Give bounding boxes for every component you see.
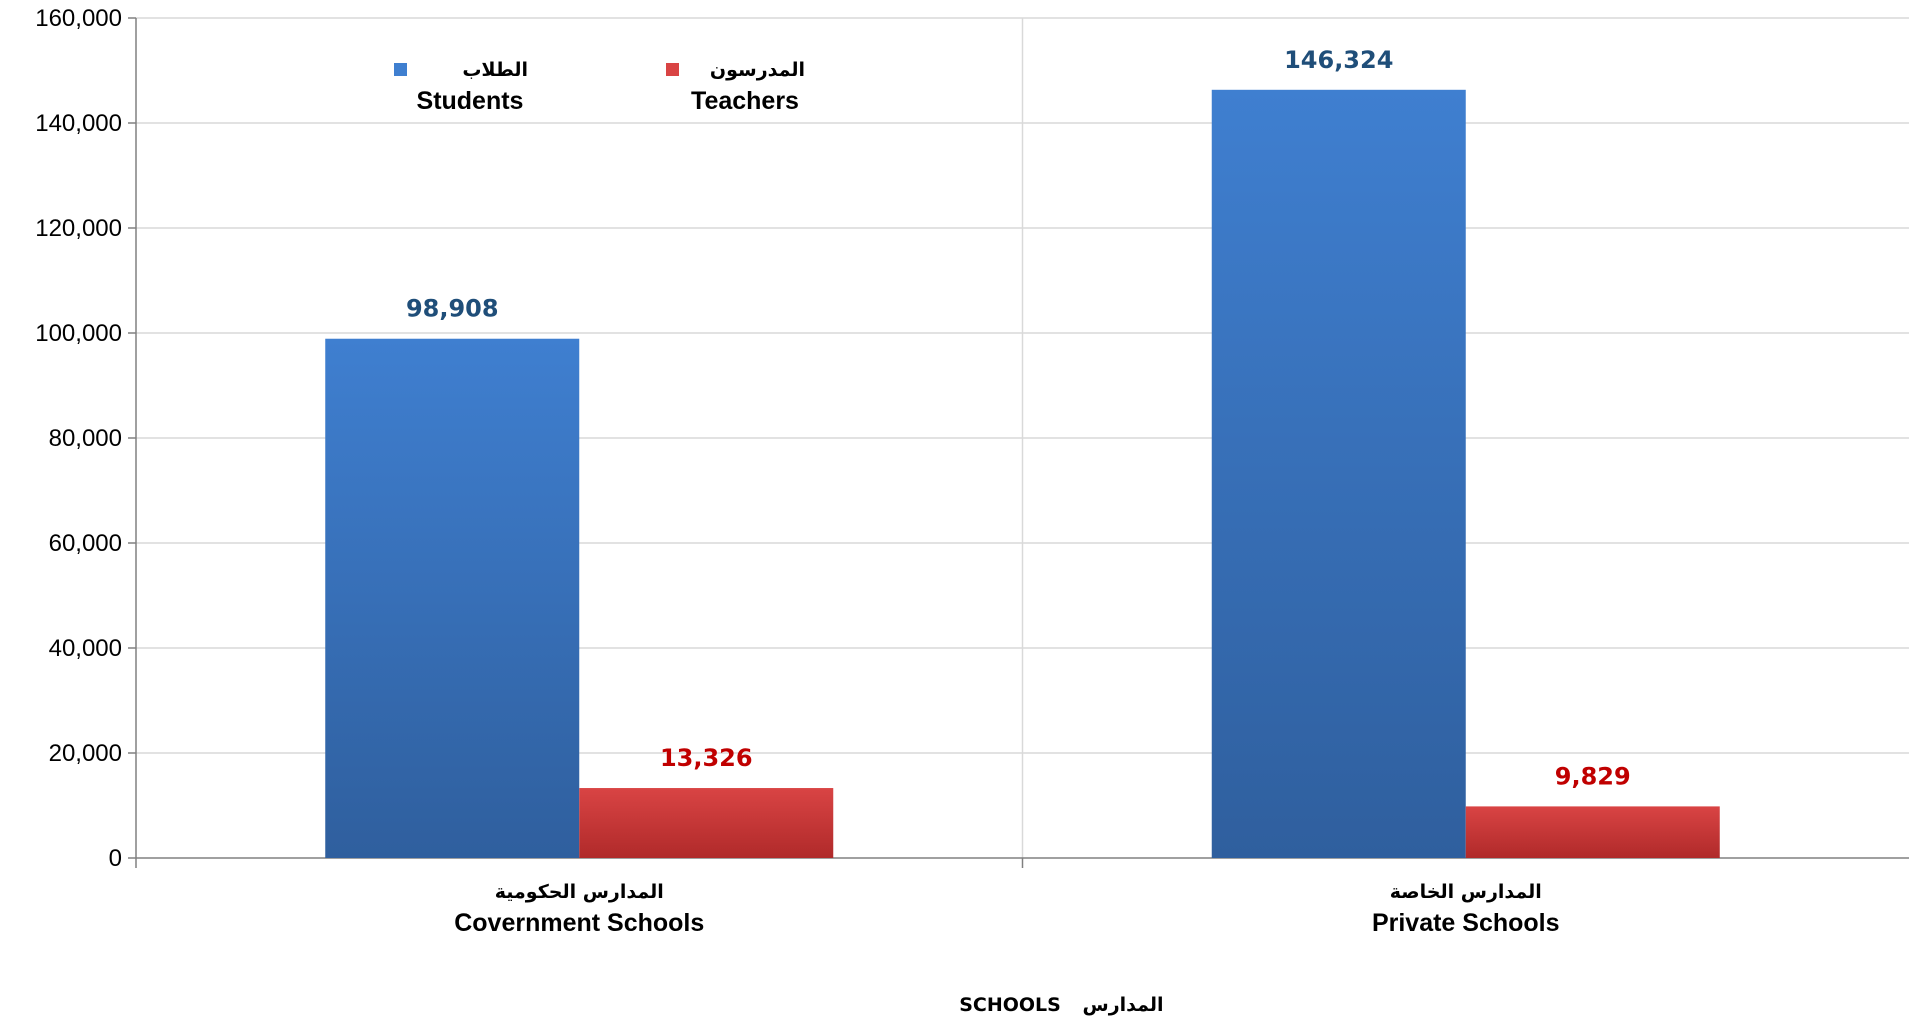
category-label-ar: المدارس الحكومية xyxy=(495,881,664,903)
y-tick-label: 40,000 xyxy=(49,635,122,662)
data-label: 146,324 xyxy=(1284,46,1393,74)
category-label-ar: المدارس الخاصة xyxy=(1390,881,1542,903)
y-tick-label: 60,000 xyxy=(49,530,122,557)
legend-swatch xyxy=(666,63,679,76)
legend-label-ar: المدرسون xyxy=(710,59,805,81)
y-tick-label: 0 xyxy=(109,845,122,872)
legend-label-en: Students xyxy=(417,87,524,115)
y-tick-label: 120,000 xyxy=(35,215,122,242)
legend-label-en: Teachers xyxy=(691,87,799,115)
bar xyxy=(325,338,580,858)
x-axis-title-en: SCHOOLS xyxy=(959,994,1061,1016)
bar xyxy=(1211,89,1466,858)
data-label: 98,908 xyxy=(406,295,499,323)
category-label-en: Covernment Schools xyxy=(454,909,704,937)
x-axis-title: SCHOOLS المدارس xyxy=(959,994,1163,1016)
y-tick-label: 160,000 xyxy=(35,5,122,32)
bar xyxy=(1465,806,1720,858)
bars xyxy=(325,89,1720,858)
bar xyxy=(579,788,834,858)
y-tick-label: 140,000 xyxy=(35,110,122,137)
axes: 0 20,000 40,000 60,000 80,000 100,000 120,000 1… xyxy=(35,5,1909,872)
legend: الطلاب Students المدرسون Teachers xyxy=(394,59,805,115)
legend-swatch xyxy=(394,63,407,76)
legend-label-ar: الطلاب xyxy=(462,59,528,81)
y-tick-label: 80,000 xyxy=(49,425,122,452)
y-tick-label: 20,000 xyxy=(49,740,122,767)
data-label: 13,326 xyxy=(660,744,753,772)
y-tick-label: 100,000 xyxy=(35,320,122,347)
x-axis-title-ar: المدارس xyxy=(1082,994,1163,1016)
data-labels: 98,908 13,326 146,324 9,829 xyxy=(406,46,1631,791)
data-label: 9,829 xyxy=(1555,762,1631,790)
category-labels: المدارس الحكومية Covernment Schools المدار… xyxy=(454,881,1559,937)
category-label-en: Private Schools xyxy=(1372,909,1560,937)
